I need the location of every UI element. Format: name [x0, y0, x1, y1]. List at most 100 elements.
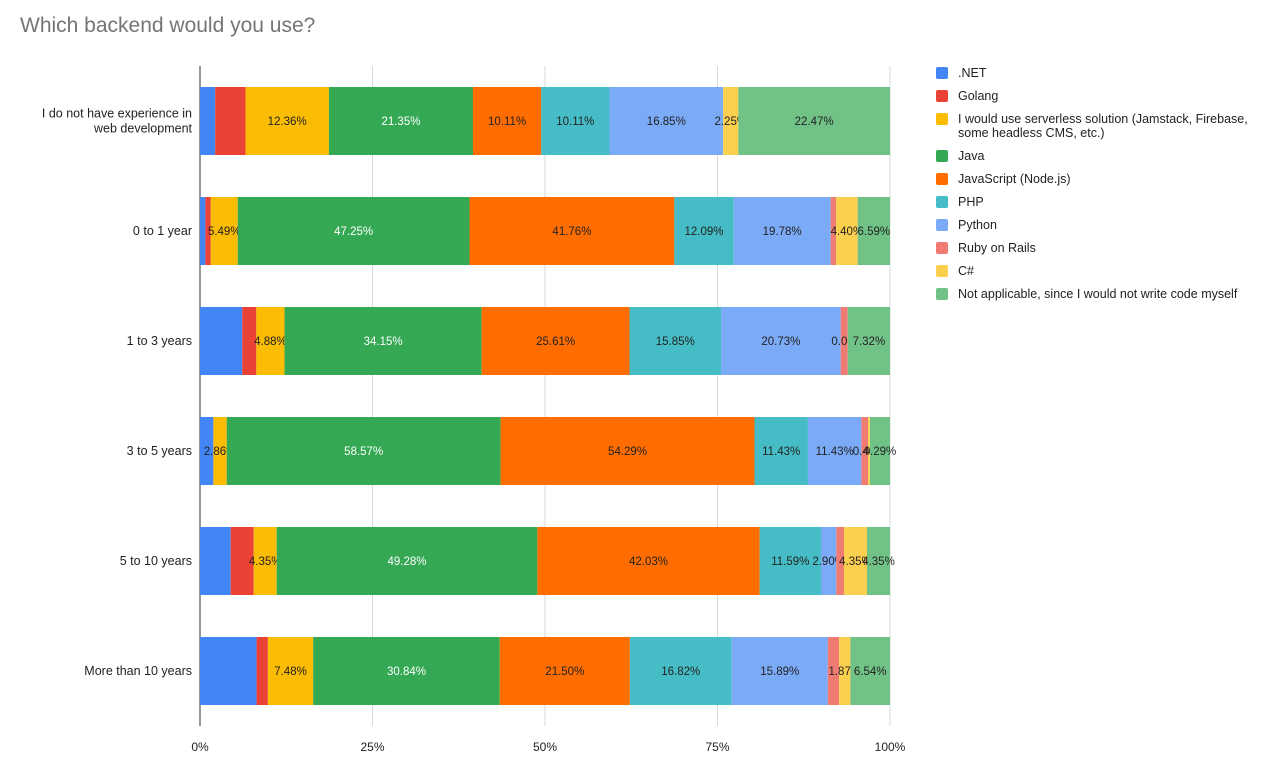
data-label: 15.85%: [656, 336, 695, 348]
bar-segment: [731, 637, 828, 705]
bar-segment: [481, 307, 630, 375]
x-tick-label: 100%: [875, 740, 906, 754]
category-label: 1 to 3 years: [127, 334, 192, 348]
bar-segment: [609, 87, 724, 155]
data-label: 4.29%: [864, 446, 897, 458]
bar-segment: [242, 307, 257, 375]
legend-item: JavaScript (Node.js): [936, 172, 1276, 186]
data-label: 12.36%: [268, 116, 307, 128]
bar-segment: [469, 197, 675, 265]
legend-swatch: [936, 219, 948, 231]
data-label: 10.11%: [488, 116, 526, 128]
bar-segment: [754, 417, 808, 485]
bar-segment: [839, 637, 851, 705]
bar-segment: [205, 197, 211, 265]
bar-segment: [200, 417, 214, 485]
bar-segment: [200, 637, 257, 705]
data-label: 7.48%: [274, 666, 307, 678]
legend-item: C#: [936, 264, 1276, 278]
data-label: 4.35%: [839, 556, 872, 568]
category-label: 3 to 5 years: [127, 444, 192, 458]
bar-segment: [284, 307, 482, 375]
bar-segment: [820, 527, 837, 595]
data-label: 11.59%: [771, 556, 809, 568]
bar-segment: [721, 307, 841, 375]
data-label: 19.78%: [763, 226, 802, 238]
data-label: 58.57%: [344, 446, 383, 458]
x-tick-label: 25%: [360, 740, 384, 754]
bar-segment: [850, 637, 890, 705]
bar-segment: [629, 307, 722, 375]
legend-label: Python: [958, 218, 997, 232]
data-label: 10.11%: [556, 116, 594, 128]
bar-segment: [807, 417, 862, 485]
legend-swatch: [936, 90, 948, 102]
data-label: 11.43%: [762, 446, 800, 458]
bar-segment: [541, 87, 610, 155]
legend-item: .NET: [936, 66, 1276, 80]
bar-segment: [253, 527, 277, 595]
legend-label: .NET: [958, 66, 987, 80]
data-label: 12.09%: [685, 226, 724, 238]
x-tick-label: 75%: [705, 740, 729, 754]
bar-segment: [230, 527, 254, 595]
bar-segment: [276, 527, 538, 595]
legend-swatch: [936, 242, 948, 254]
category-label: 0 to 1 year: [133, 224, 192, 238]
category-label: I do not have experience in: [42, 107, 192, 121]
legend-swatch: [936, 265, 948, 277]
legend-label: Ruby on Rails: [958, 241, 1036, 255]
bar-segment: [836, 197, 858, 265]
legend-label: PHP: [958, 195, 984, 209]
data-label: 4.88%: [254, 336, 287, 348]
data-label: 4.35%: [862, 556, 895, 568]
legend-item: Not applicable, since I would not write …: [936, 287, 1276, 301]
bar-segment: [827, 637, 840, 705]
category-label: More than 10 years: [84, 664, 192, 678]
bar-segment: [733, 197, 831, 265]
bar-segment: [237, 197, 470, 265]
bar-segment: [500, 417, 755, 485]
data-label: 6.59%: [858, 226, 891, 238]
legend-swatch: [936, 150, 948, 162]
bar-segment: [840, 307, 848, 375]
bar-segment: [723, 87, 739, 155]
data-label: 54.29%: [608, 446, 647, 458]
bar-segment: [868, 417, 870, 485]
category-label: web development: [93, 122, 193, 136]
data-label: 7.32%: [853, 336, 886, 348]
data-label: 49.28%: [388, 556, 427, 568]
data-label: 4.35%: [249, 556, 282, 568]
data-label: 16.85%: [647, 116, 686, 128]
data-label: 21.35%: [381, 116, 420, 128]
legend-label: C#: [958, 264, 974, 278]
data-label: 6.54%: [854, 666, 887, 678]
legend-item: Ruby on Rails: [936, 241, 1276, 255]
legend-label: Not applicable, since I would not write …: [958, 287, 1238, 301]
legend-swatch: [936, 113, 948, 125]
x-tick-label: 0%: [191, 740, 209, 754]
bar-segment: [210, 197, 238, 265]
bar-segment: [866, 527, 890, 595]
data-label: 5.49%: [208, 226, 241, 238]
data-label: 34.15%: [364, 336, 403, 348]
data-label: 25.61%: [536, 336, 575, 348]
chart-title: Which backend would you use?: [20, 14, 316, 37]
bar-segment: [869, 417, 890, 485]
data-label: 42.03%: [629, 556, 668, 568]
bar-segment: [861, 417, 869, 485]
legend-swatch: [936, 173, 948, 185]
legend-item: Java: [936, 149, 1276, 163]
bar-segment: [256, 637, 268, 705]
bar-segment: [200, 307, 243, 375]
bar-segment: [537, 527, 760, 595]
bar-segment: [759, 527, 821, 595]
bar-segment: [215, 87, 246, 155]
bar-segment: [499, 637, 630, 705]
legend-label: I would use serverless solution (Jamstac…: [958, 112, 1248, 140]
bar-segment: [226, 417, 501, 485]
legend-swatch: [936, 196, 948, 208]
bar-segment: [472, 87, 542, 155]
bar-segment: [830, 197, 837, 265]
data-label: 21.50%: [545, 666, 584, 678]
